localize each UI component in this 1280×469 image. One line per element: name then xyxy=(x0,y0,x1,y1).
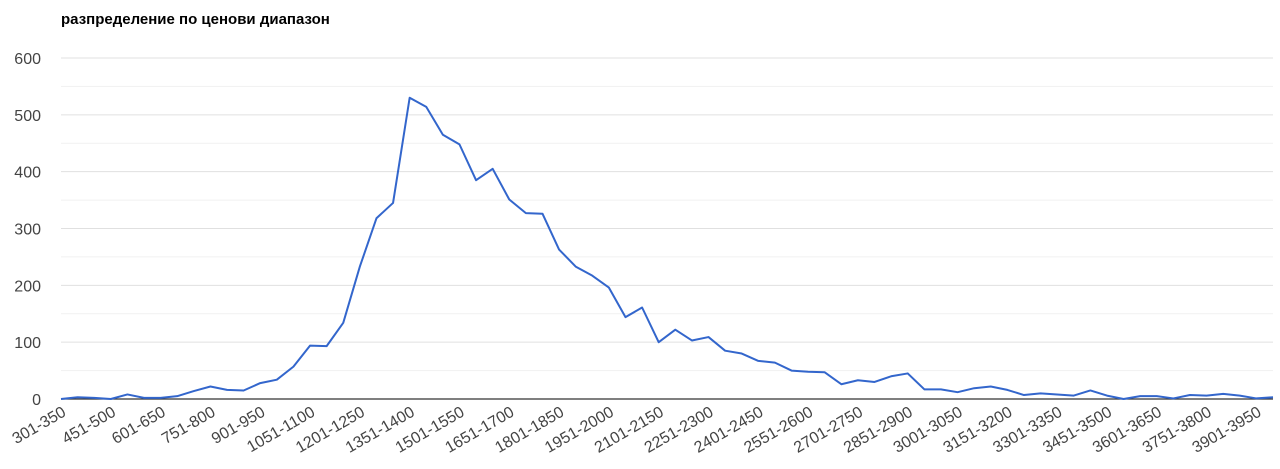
data-point[interactable]: 2301-2350: 85 xyxy=(721,347,729,355)
data-point[interactable]: 3151-3200: 16 xyxy=(1003,386,1011,394)
data-point[interactable]: 501-550: 8 xyxy=(123,390,131,398)
data-point[interactable]: 2001-2050: 144 xyxy=(621,313,629,321)
data-point[interactable]: 2551-2600: 48 xyxy=(804,368,812,376)
data-point[interactable]: 3201-3250: 7 xyxy=(1020,391,1028,399)
data-point[interactable]: 1851-1900: 233 xyxy=(572,263,580,271)
data-point[interactable]: 1401-1450: 514 xyxy=(422,103,430,111)
data-point[interactable]: 3101-3150: 22 xyxy=(987,382,995,390)
x-tick-label: 451-500 xyxy=(59,404,118,448)
data-point[interactable]: 3001-3050: 12 xyxy=(954,388,962,396)
data-point[interactable]: 2851-2900: 45 xyxy=(904,369,912,377)
y-tick-label: 500 xyxy=(14,108,41,125)
data-point[interactable]: 2451-2500: 64 xyxy=(771,359,779,367)
data-point[interactable]: 1151-1200: 134 xyxy=(339,319,347,327)
data-point[interactable]: 951-1000: 34 xyxy=(273,376,281,384)
y-tick-label: 0 xyxy=(32,392,41,409)
data-point[interactable]: 2051-2100: 161 xyxy=(638,303,646,311)
data-point[interactable]: 3551-3600: 5 xyxy=(1136,392,1144,400)
data-point[interactable]: 2201-2250: 103 xyxy=(688,336,696,344)
data-point[interactable]: 1551-1600: 385 xyxy=(472,176,480,184)
data-point[interactable]: 3751-3800: 6 xyxy=(1203,392,1211,400)
data-point[interactable]: 551-600: 2 xyxy=(140,394,148,402)
data-point[interactable]: 2901-2950: 17 xyxy=(920,385,928,393)
data-point[interactable]: 851-900: 15 xyxy=(240,386,248,394)
data-points: 301-350: 0 351-400: 3 401-450: 2 451-500: 0… xyxy=(57,94,1277,403)
x-tick-label: 601-650 xyxy=(109,404,168,448)
chart-title: разпределение по ценови диапазон xyxy=(61,11,330,28)
data-point[interactable]: 2801-2850: 40 xyxy=(887,372,895,380)
data-point[interactable]: 1251-1300: 318 xyxy=(372,214,380,222)
data-point[interactable]: 401-450: 2 xyxy=(90,394,98,402)
data-point[interactable]: 2401-2450: 67 xyxy=(754,357,762,365)
data-point[interactable]: 1701-1750: 327 xyxy=(522,209,530,217)
data-point[interactable]: 1501-1550: 448 xyxy=(455,140,463,148)
data-point[interactable]: 651-700: 5 xyxy=(173,392,181,400)
data-point[interactable]: 1751-1800: 326 xyxy=(538,210,546,218)
data-point[interactable]: 3801-3850: 9 xyxy=(1219,390,1227,398)
data-point[interactable]: 2151-2200: 122 xyxy=(671,326,679,334)
data-point[interactable]: 701-750: 14 xyxy=(190,387,198,395)
data-point[interactable]: 1801-1850: 263 xyxy=(555,246,563,254)
data-point[interactable]: 2101-2150: 100 xyxy=(655,338,663,346)
x-tick-label: 751-800 xyxy=(159,404,218,448)
x-axis-ticks: 301-350451-500601-650751-800901-9501051-… xyxy=(10,404,1265,457)
data-point[interactable]: 901-950: 28 xyxy=(256,379,264,387)
data-point[interactable]: 601-650: 2 xyxy=(157,394,165,402)
data-point[interactable]: 3251-3300: 10 xyxy=(1037,389,1045,397)
y-tick-label: 200 xyxy=(14,278,41,295)
data-point[interactable]: 801-850: 16 xyxy=(223,386,231,394)
data-point[interactable]: 3401-3450: 15 xyxy=(1086,386,1094,394)
data-point[interactable]: 1451-1500: 465 xyxy=(439,131,447,139)
data-point[interactable]: 3951-4000: 3 xyxy=(1269,393,1277,401)
data-point[interactable]: 3651-3700: 1 xyxy=(1169,394,1177,402)
data-point[interactable]: 1651-1700: 351 xyxy=(505,196,513,204)
data-point[interactable]: 1951-2000: 196 xyxy=(605,284,613,292)
data-point[interactable]: 3051-3100: 19 xyxy=(970,384,978,392)
data-point[interactable]: 1051-1100: 94 xyxy=(306,342,314,350)
y-tick-label: 600 xyxy=(14,51,41,68)
data-point[interactable]: 2701-2750: 33 xyxy=(854,376,862,384)
y-tick-label: 400 xyxy=(14,165,41,182)
y-tick-label: 300 xyxy=(14,222,41,239)
data-point[interactable]: 3701-3750: 7 xyxy=(1186,391,1194,399)
data-point[interactable]: 2951-3000: 17 xyxy=(937,385,945,393)
data-point[interactable]: 1201-1250: 233 xyxy=(356,263,364,271)
data-point[interactable]: 3451-3500: 6 xyxy=(1103,392,1111,400)
series-line xyxy=(60,96,1274,400)
data-point[interactable]: 1601-1650: 405 xyxy=(489,165,497,173)
data-point[interactable]: 2651-2700: 26 xyxy=(837,380,845,388)
data-point[interactable]: 2251-2300: 109 xyxy=(705,333,713,341)
data-point[interactable]: 1301-1350: 345 xyxy=(389,199,397,207)
data-point[interactable]: 3601-3650: 5 xyxy=(1153,392,1161,400)
data-point[interactable]: 3301-3350: 8 xyxy=(1053,390,1061,398)
data-point[interactable]: 2751-2800: 30 xyxy=(871,378,879,386)
data-point[interactable]: 751-800: 22 xyxy=(206,382,214,390)
data-point[interactable]: 2601-2650: 47 xyxy=(821,368,829,376)
data-point[interactable]: 351-400: 3 xyxy=(74,393,82,401)
data-point[interactable]: 3501-3550: 0 xyxy=(1120,395,1128,403)
gridlines xyxy=(61,57,1273,400)
data-point[interactable]: 3851-3900: 6 xyxy=(1236,392,1244,400)
data-point[interactable]: 2351-2400: 80 xyxy=(738,350,746,358)
y-axis-ticks: 0 100 200 300 400 500 600 xyxy=(14,51,41,409)
data-point[interactable]: 1901-1950: 217 xyxy=(588,272,596,280)
data-point[interactable]: 1101-1150: 93 xyxy=(323,342,331,350)
x-tick-label: 301-350 xyxy=(10,404,69,448)
data-point[interactable]: 301-350: 0 xyxy=(57,395,65,403)
data-point[interactable]: 451-500: 0 xyxy=(107,395,115,403)
data-point[interactable]: 3901-3950: 1 xyxy=(1252,394,1260,402)
data-point[interactable]: 1351-1400: 530 xyxy=(406,94,414,102)
y-tick-label: 100 xyxy=(14,335,41,352)
data-point[interactable]: 3351-3400: 6 xyxy=(1070,392,1078,400)
